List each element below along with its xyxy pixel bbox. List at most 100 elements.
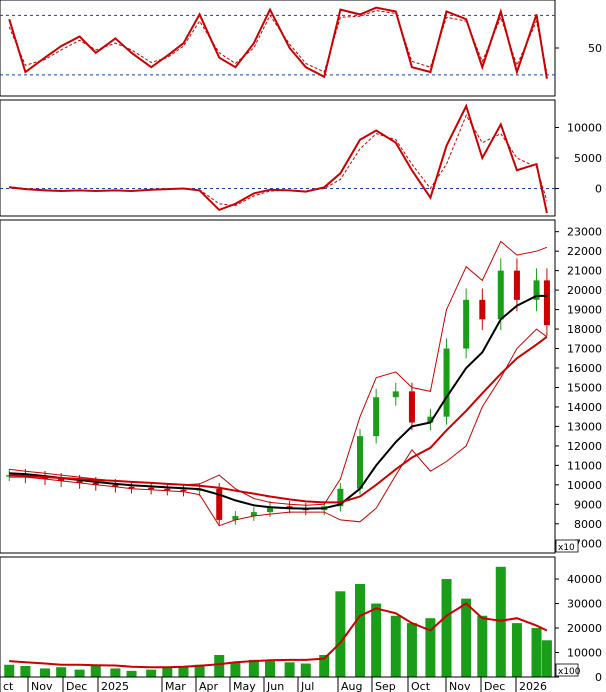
candle-body-22 <box>392 391 399 398</box>
price-frame <box>0 219 556 554</box>
volume-bar-20 <box>355 583 365 677</box>
volume-bar-29 <box>511 623 522 677</box>
volume-bar-12 <box>214 654 225 677</box>
oscillator-panel: 50 <box>0 0 602 97</box>
volume-bar-9 <box>162 667 173 677</box>
price-y-tick-label-6: 17000 <box>567 343 602 356</box>
price-y-tick-label-9: 14000 <box>567 401 602 414</box>
price-line-2 <box>9 240 548 506</box>
volume-bar-2 <box>40 668 50 677</box>
x-tick-label-3: 2025 <box>101 680 129 692</box>
candle-body-24 <box>427 416 434 423</box>
x-tick-label-0: ct <box>3 680 14 692</box>
volume-bar-18 <box>319 654 330 677</box>
oscillator-line-0 <box>8 6 548 79</box>
volume-bar-21 <box>371 603 382 677</box>
price-y-tick-label-1: 22000 <box>567 245 602 258</box>
volume-bar-3 <box>56 667 67 677</box>
candle-body-9 <box>164 488 171 491</box>
candle-body-28 <box>497 270 504 320</box>
volume-bar-24 <box>425 618 436 677</box>
x-tick-label-12: Nov <box>449 680 471 692</box>
candle-body-30 <box>533 280 540 300</box>
momentum-line-1 <box>9 114 548 207</box>
candle-body-20 <box>357 436 363 489</box>
price-y-tick-label-13: 10000 <box>567 479 602 492</box>
price-y-tick-label-2: 21000 <box>567 265 602 278</box>
volume-bar-28 <box>495 566 506 677</box>
volume-y-tick-label-3: 10000 <box>567 647 602 660</box>
volume-bar-23 <box>406 623 417 677</box>
price-unit-label: x10 <box>558 543 575 553</box>
oscillator-line-1 <box>8 10 548 74</box>
volume-y-tick-label-2: 20000 <box>567 622 602 635</box>
price-line-1 <box>9 335 548 504</box>
price-panel: 23000 22000 21000 20000 19000 18000 17000 16000… <box>0 219 602 554</box>
x-tick-label-6: May <box>233 680 256 692</box>
price-y-tick-label-10: 13000 <box>567 420 602 433</box>
candle-body-3 <box>58 479 65 481</box>
x-tick-label-4: Mar <box>165 680 186 692</box>
volume-bar-17 <box>300 663 311 677</box>
candle-body-7 <box>128 486 135 489</box>
volume-bar-13 <box>230 662 241 677</box>
candle-body-23 <box>408 391 415 423</box>
candle-body-8 <box>148 487 155 490</box>
price-line-0 <box>9 294 547 510</box>
volume-bar-15 <box>265 661 275 677</box>
price-y-tick-label-3: 20000 <box>567 284 602 297</box>
volume-bar-4 <box>74 669 85 677</box>
volume-unit-box <box>555 663 579 677</box>
oscillator-y-tick-label-0: 50 <box>588 42 602 55</box>
price-y-tick-label-8: 15000 <box>567 381 602 394</box>
x-tick-label-10: Sep <box>375 680 396 692</box>
candle-body-25 <box>443 348 450 417</box>
momentum-y-tick-label-1: 5000 <box>574 152 602 165</box>
volume-bar-27 <box>477 615 488 677</box>
candle-body-27 <box>479 299 486 320</box>
x-tick-label-8: Jul <box>300 680 314 692</box>
price-y-tick-label-5: 18000 <box>567 323 602 336</box>
volume-bar-31 <box>541 640 552 677</box>
x-tick-label-13: Dec <box>484 680 505 692</box>
volume-bar-30 <box>531 628 542 677</box>
candle-body-26 <box>463 299 470 349</box>
volume-bar-8 <box>146 669 157 677</box>
volume-bar-1 <box>20 665 31 677</box>
candle-body-15 <box>267 506 273 513</box>
volume-y-tick-label-4: 0 <box>595 671 602 684</box>
volume-bar-6 <box>110 668 121 677</box>
candle-body-14 <box>250 512 257 516</box>
x-tick-label-7: Jun <box>266 680 284 692</box>
price-y-tick-label-11: 12000 <box>567 440 602 453</box>
x-axis: ct Nov Dec 2025 Mar Apr May Jun Jul Aug Sep Oct Nov D… <box>0 676 555 692</box>
price-y-tick-label-12: 11000 <box>567 459 602 472</box>
candle-body-10 <box>180 489 187 492</box>
price-y-tick-label-0: 23000 <box>567 226 602 239</box>
price-line-3 <box>9 328 548 527</box>
candle-body-4 <box>76 480 83 483</box>
candle-body-6 <box>112 484 119 487</box>
volume-bar-0 <box>4 664 15 677</box>
volume-bar-16 <box>284 662 295 677</box>
candle-body-31 <box>543 280 550 326</box>
volume-y-tick-label-0: 40000 <box>567 573 602 586</box>
volume-bar-7 <box>126 670 137 677</box>
candle-body-5 <box>92 482 99 485</box>
volume-bar-25 <box>441 579 452 677</box>
volume-bar-22 <box>390 615 401 677</box>
volume-line-0 <box>9 602 548 669</box>
price-unit-box <box>555 539 579 553</box>
x-tick-label-2: Dec <box>66 680 87 692</box>
volume-bar-5 <box>90 664 101 677</box>
price-y-tick-label-15: 8000 <box>574 518 602 531</box>
volume-bar-11 <box>194 664 205 677</box>
x-tick-label-9: Aug <box>341 680 362 692</box>
x-tick-label-11: Oct <box>411 680 431 692</box>
candle-body-12 <box>216 488 223 520</box>
volume-unit-label: x100 <box>558 667 581 677</box>
volume-bar-14 <box>248 659 259 677</box>
